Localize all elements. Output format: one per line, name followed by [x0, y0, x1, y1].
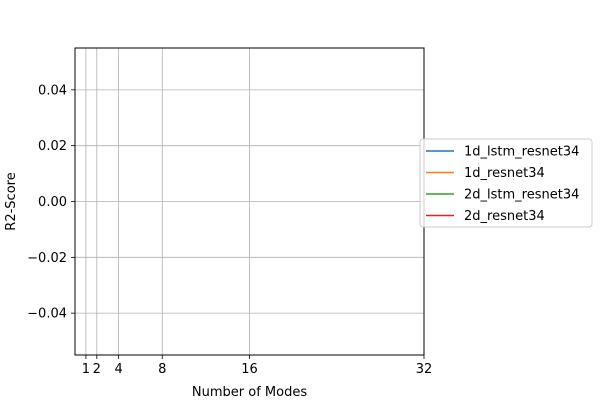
x-tick-label: 1	[82, 362, 90, 377]
legend: 1d_lstm_resnet34 1d_resnet34 2d_lstm_resne…	[419, 138, 593, 228]
x-axis-label: Number of Modes	[192, 385, 307, 400]
legend-label: 2d_resnet34	[464, 209, 545, 224]
y-tick-label: 0.02	[38, 139, 67, 154]
x-tick-label: 8	[158, 362, 166, 377]
grid	[75, 48, 425, 355]
y-axis-label: R2-Score	[4, 172, 19, 230]
legend-label: 1d_lstm_resnet34	[464, 145, 579, 160]
x-tick-label: 2	[93, 362, 101, 377]
x-axis-ticks: 1 2 4 8 16 32	[82, 355, 433, 377]
y-tick-label: 0.00	[38, 195, 67, 210]
legend-box	[419, 138, 593, 228]
x-tick-label: 4	[114, 362, 122, 377]
x-tick-label: 16	[241, 362, 258, 377]
y-tick-label: −0.04	[27, 307, 67, 322]
legend-label: 2d_lstm_resnet34	[464, 188, 579, 203]
y-tick-label: −0.02	[27, 251, 67, 266]
y-axis-ticks: −0.04 −0.02 0.00 0.02 0.04	[27, 83, 75, 322]
y-tick-label: 0.04	[38, 83, 67, 98]
x-tick-label: 32	[416, 362, 433, 377]
legend-label: 1d_resnet34	[464, 166, 545, 181]
